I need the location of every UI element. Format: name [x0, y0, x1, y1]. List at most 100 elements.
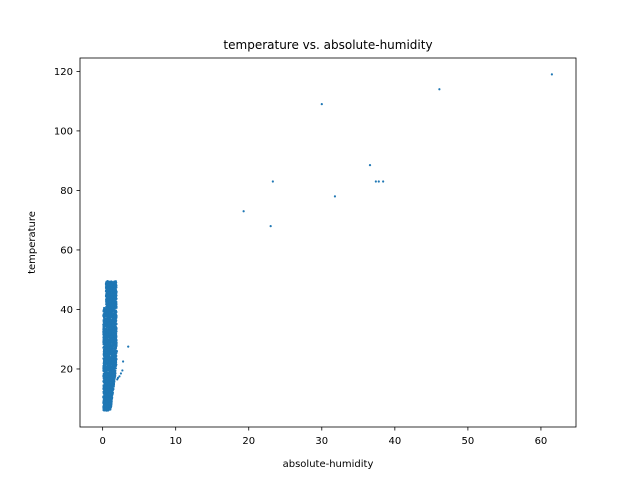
cluster-point	[104, 309, 107, 312]
cluster-point	[114, 347, 118, 350]
cluster-point	[108, 369, 112, 372]
cluster-point	[109, 289, 112, 292]
x-tick-label: 0	[99, 436, 105, 447]
cluster-point	[114, 327, 117, 330]
cluster-point	[108, 359, 112, 362]
cluster-point	[112, 318, 115, 322]
scatter-point	[106, 281, 109, 284]
x-tick-label: 30	[315, 436, 328, 447]
cluster-point	[105, 292, 108, 296]
scatter-point	[115, 350, 118, 353]
cluster-point	[110, 287, 113, 290]
cluster-point	[109, 378, 112, 382]
cluster-point	[110, 280, 113, 283]
cluster-point	[104, 386, 107, 389]
cluster-point	[103, 351, 106, 354]
cluster-point	[112, 293, 115, 296]
scatter-point	[115, 290, 118, 293]
scatter-point	[550, 73, 553, 76]
cluster-point	[111, 301, 115, 304]
cluster-point	[109, 335, 113, 338]
y-tick-label: 120	[54, 67, 73, 78]
cluster-point	[108, 299, 111, 303]
cluster-point	[103, 365, 107, 368]
cluster-point	[110, 382, 113, 385]
cluster-point	[105, 382, 108, 385]
cluster-point	[113, 349, 116, 352]
cluster-point	[110, 313, 114, 316]
cluster-point	[102, 384, 105, 387]
cluster-point	[111, 340, 114, 343]
cluster-point	[114, 363, 118, 366]
cluster-point	[111, 361, 115, 364]
cluster-point	[115, 316, 118, 319]
cluster-point	[112, 324, 115, 327]
cluster-point	[105, 303, 108, 306]
scatter-point	[377, 180, 380, 183]
cluster-point	[110, 358, 114, 361]
cluster-point	[102, 401, 105, 405]
cluster-point	[102, 398, 106, 401]
scatter-point	[122, 360, 125, 363]
cluster-point	[106, 345, 110, 348]
cluster-point	[106, 333, 109, 336]
cluster-point	[103, 314, 106, 317]
scatter-point	[382, 180, 385, 183]
cluster-point	[107, 383, 110, 386]
x-tick-label: 40	[388, 436, 401, 447]
cluster-point	[103, 346, 106, 349]
cluster-point	[106, 309, 109, 312]
cluster-point	[103, 312, 106, 315]
y-tick-label: 20	[60, 364, 73, 375]
cluster-point	[104, 349, 108, 352]
cluster-point	[110, 397, 113, 400]
cluster-point	[105, 394, 108, 397]
cluster-point	[109, 391, 113, 394]
cluster-point	[109, 309, 112, 312]
cluster-point	[105, 324, 109, 328]
cluster-point	[113, 314, 116, 317]
cluster-point	[103, 405, 106, 408]
cluster-point	[105, 351, 108, 354]
cluster-point	[106, 385, 110, 389]
cluster-point	[102, 323, 105, 326]
cluster-point	[114, 281, 117, 284]
x-tick-label: 50	[462, 436, 475, 447]
cluster-point	[103, 377, 107, 380]
cluster-point	[104, 286, 108, 290]
cluster-point	[109, 363, 112, 366]
x-tick-label: 10	[169, 436, 182, 447]
cluster-point	[103, 337, 106, 340]
cluster-point	[107, 380, 110, 383]
cluster-point	[106, 319, 109, 322]
cluster-point	[107, 311, 111, 314]
cluster-point	[106, 404, 109, 408]
cluster-point	[104, 329, 108, 332]
cluster-point	[113, 340, 117, 344]
cluster-point	[110, 289, 114, 292]
cluster-point	[114, 326, 117, 329]
cluster-point	[105, 307, 108, 310]
cluster-point	[113, 307, 116, 310]
cluster-point	[105, 397, 108, 400]
cluster-point	[106, 360, 109, 363]
scatter-point	[116, 378, 119, 381]
chart-title: temperature vs. absolute-humidity	[223, 38, 432, 52]
cluster-point	[103, 344, 106, 347]
cluster-point	[102, 309, 105, 313]
cluster-point	[115, 304, 118, 307]
cluster-point	[112, 365, 115, 368]
cluster-point	[103, 340, 107, 343]
scatter-point	[242, 210, 245, 213]
cluster-point	[114, 372, 117, 376]
cluster-point	[105, 367, 108, 370]
cluster-point	[112, 328, 115, 331]
scatter-points	[103, 73, 553, 381]
cluster-point	[105, 379, 108, 383]
scatter-point	[114, 293, 117, 296]
cluster-point	[107, 296, 111, 299]
cluster-point	[103, 316, 106, 319]
cluster-point	[107, 377, 110, 380]
cluster-point	[103, 358, 106, 361]
